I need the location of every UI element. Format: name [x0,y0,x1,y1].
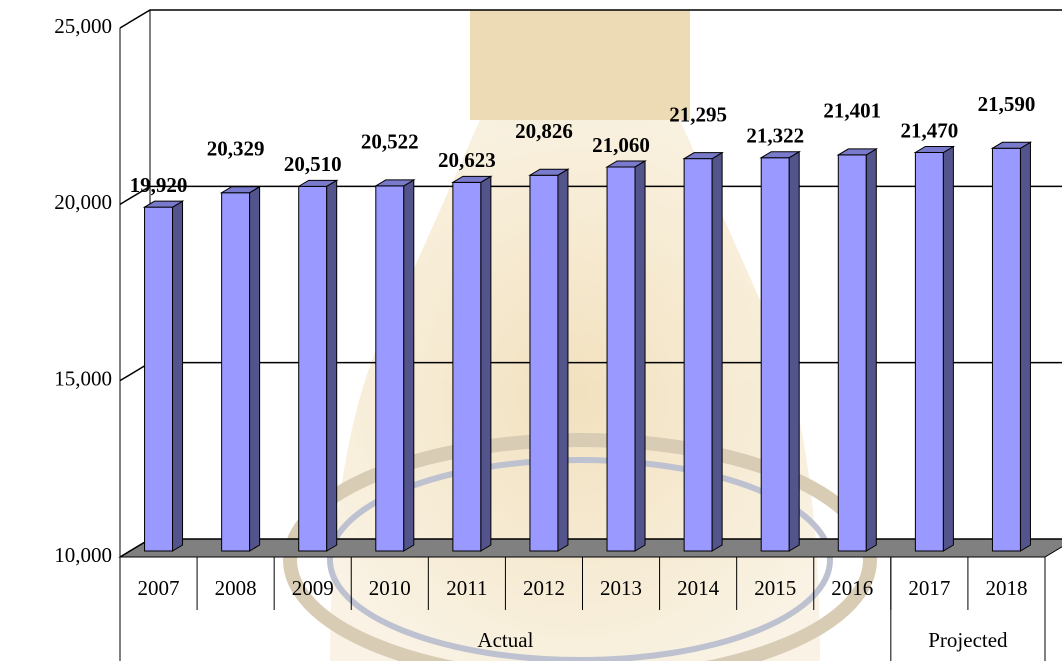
bar-front [530,175,558,551]
bar [915,146,953,551]
bar-front [607,167,635,551]
bar-side [327,180,337,551]
x-tick-label: 2012 [523,576,565,600]
value-label: 21,590 [978,92,1036,116]
value-label: 20,510 [284,152,342,176]
bar-side [173,201,183,551]
x-tick-label: 2010 [369,576,411,600]
value-label: 21,470 [901,118,959,142]
bar-front [453,182,481,551]
x-tick-label: 2008 [215,576,257,600]
value-label: 21,060 [592,133,650,157]
y-tick-label: 25,000 [54,14,112,38]
bar [992,142,1030,551]
bar-side [712,153,722,551]
value-label: 21,322 [746,124,804,148]
bar-side [943,146,953,551]
bar-side [1020,142,1030,551]
bar-front [222,193,250,551]
bar [453,176,491,551]
value-label: 19,920 [130,173,188,197]
bar [607,161,645,551]
y-tick-label: 10,000 [54,543,112,567]
y-tick-label: 20,000 [54,190,112,214]
y-tick-label: 15,000 [54,366,112,390]
bar [299,180,337,551]
bar [145,201,183,551]
chart: 10,000 15,000 20,000 25,000 2007 19,920 2008 20… [0,0,1062,661]
x-tick-label: 2017 [908,576,950,600]
x-tick-label: 2018 [985,576,1027,600]
value-label: 20,329 [207,137,265,161]
bar-side [789,152,799,551]
bar-side [404,180,414,551]
bar-front [376,186,404,551]
x-tick-label: 2007 [138,576,180,600]
x-tick-label: 2013 [600,576,642,600]
x-tick-label: 2016 [831,576,873,600]
bar-side [558,169,568,551]
bar-side [866,149,876,551]
bar-front [145,207,173,551]
value-label: 20,826 [515,119,573,143]
bar [222,187,260,551]
bar [838,149,876,551]
group-label: Actual [477,628,533,652]
bar-front [761,158,789,551]
x-tick-label: 2015 [754,576,796,600]
group-label: Projected [928,628,1008,652]
bar-front [684,159,712,551]
bar-side [481,176,491,551]
x-tick-label: 2009 [292,576,334,600]
bar-side [635,161,645,551]
bar-front [992,148,1020,551]
value-label: 20,623 [438,148,496,172]
value-label: 20,522 [361,130,419,154]
bar-front [838,155,866,551]
value-label: 21,295 [669,102,727,126]
x-tick-label: 2011 [446,576,487,600]
bar-front [915,152,943,551]
x-tick-label: 2014 [677,576,720,600]
value-label: 21,401 [823,99,881,123]
bar [684,153,722,551]
bar [530,169,568,551]
bar-front [299,186,327,551]
bar [376,180,414,551]
bar-side [250,187,260,551]
bar [761,152,799,551]
